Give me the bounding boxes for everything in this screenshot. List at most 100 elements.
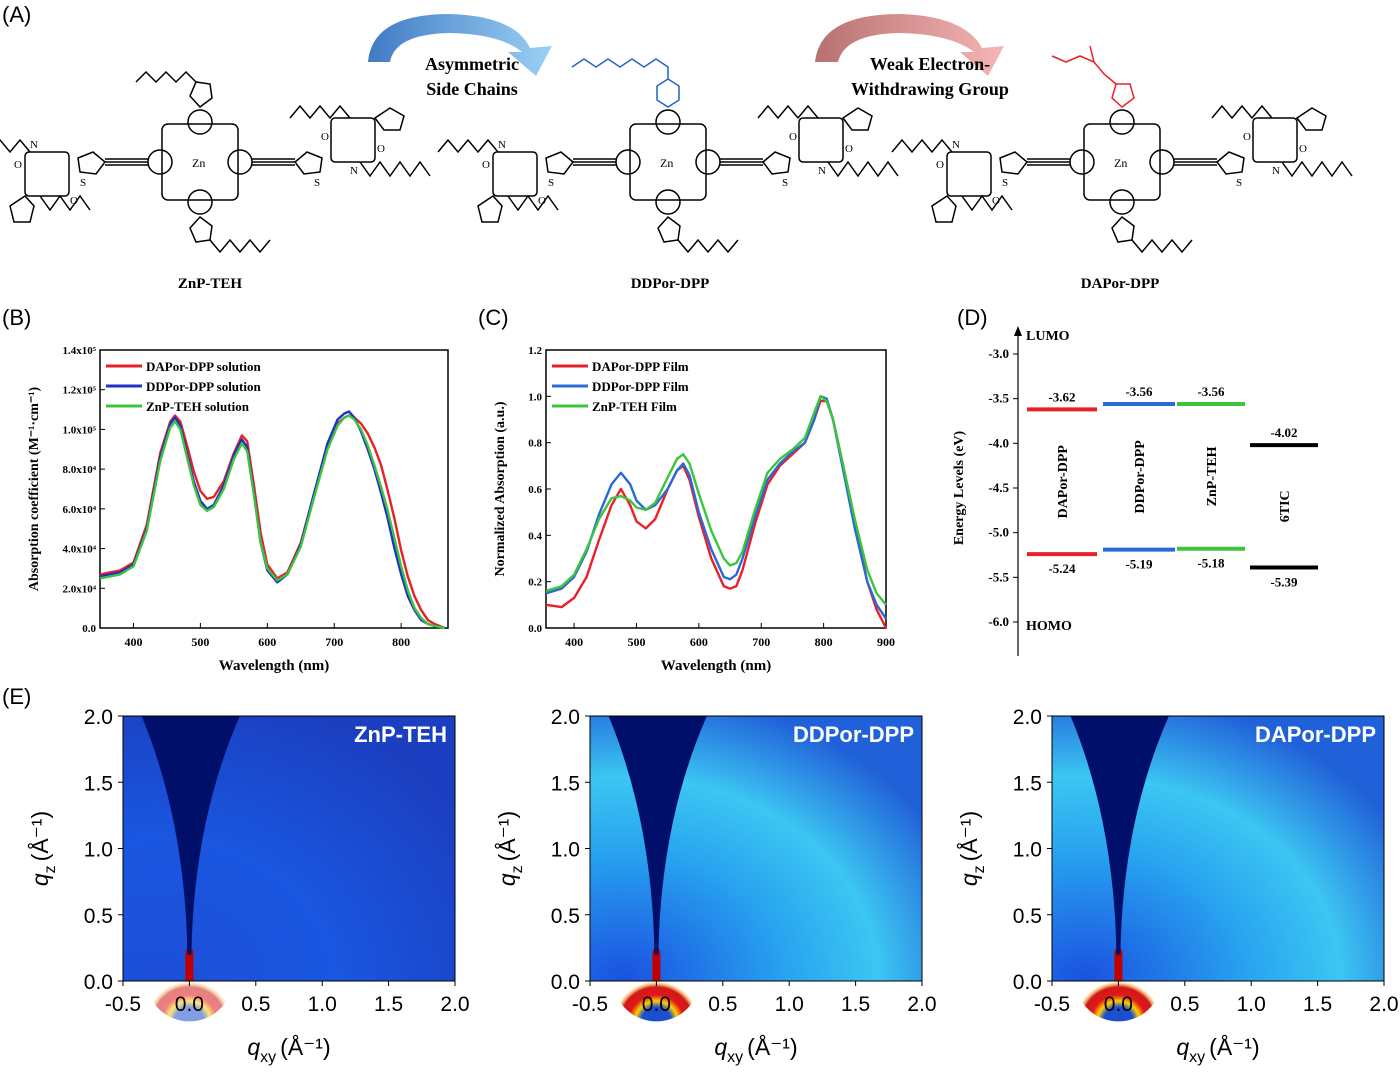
- thiophene-ring: [189, 81, 213, 109]
- n-atom-label: N: [818, 165, 826, 177]
- dpp-core: [1252, 117, 1298, 163]
- x-tick-label: 1.5: [841, 993, 870, 1016]
- thiophene-ring: [1215, 151, 1245, 175]
- lumo-value: -3.62: [1048, 389, 1075, 404]
- panel-label-c: (C): [478, 305, 509, 330]
- y-tick-label: -6.0: [988, 614, 1009, 629]
- panel-label-d: (D): [957, 305, 988, 330]
- x-tick-label: 1.5: [1303, 993, 1332, 1016]
- dpp-core: [24, 151, 70, 197]
- metal-atom-label: Zn: [192, 156, 205, 170]
- x-axis-symbol: q: [247, 1034, 260, 1060]
- o-atom-label: O: [1299, 143, 1307, 155]
- alkyl-chain: [359, 160, 431, 178]
- molecule-name-2: DDPor-DPP: [630, 276, 710, 292]
- y-tick-label: 1.0x10⁵: [62, 424, 96, 436]
- pyrrole-ring: [187, 109, 213, 135]
- n-atom-label: N: [30, 139, 38, 151]
- chart-b: 400 500 600 700 800 0.0 2.0x10⁴ 4.0x10⁴ 6.0x10⁴ 8…: [27, 345, 449, 674]
- y-tick-label: 1.2x10⁵: [62, 385, 96, 397]
- o-atom-label: O: [70, 195, 78, 207]
- x-tick-label: 700: [325, 635, 343, 649]
- dpp-core: [798, 117, 844, 163]
- y-tick-label: 0.0: [551, 971, 580, 994]
- y-tick-label: -4.0: [988, 435, 1009, 450]
- thiophene-ring: [841, 107, 873, 131]
- panel-label-e: (E): [2, 684, 32, 709]
- metal-atom-label: Zn: [660, 156, 673, 170]
- alkyne-bond: [720, 158, 763, 166]
- alkyne-bond: [252, 158, 295, 166]
- n-atom-label: N: [350, 165, 358, 177]
- y-axis-subscript: z: [971, 865, 988, 873]
- y-axis-label: qz (Å⁻¹): [26, 811, 59, 886]
- x-tick-label: 600: [258, 635, 276, 649]
- arrow-2-line2: Withdrawing Group: [851, 79, 1009, 99]
- thiophene-ring: [657, 215, 681, 243]
- alkoxy-chain: [571, 58, 669, 79]
- alkyl-chain: [437, 138, 499, 154]
- pyrrole-ring: [615, 149, 641, 175]
- y-tick-label: 0.2: [528, 577, 542, 589]
- y-tick-label: 6.0x10⁴: [62, 504, 96, 516]
- n-atom-label: N: [952, 139, 960, 151]
- s-atom-label: S: [80, 177, 86, 189]
- x-tick-label: 1.0: [308, 993, 337, 1016]
- phenyl-ring: [656, 78, 680, 108]
- alkyl-chain: [677, 238, 739, 254]
- s-atom-label: S: [1002, 177, 1008, 189]
- x-tick-label: -0.5: [105, 993, 141, 1016]
- homo-label: HOMO: [1026, 619, 1072, 634]
- material-name: DAPor-DPP: [1056, 445, 1071, 519]
- homo-value: -5.39: [1270, 575, 1298, 590]
- axis-arrowhead: [1014, 326, 1022, 336]
- chart-e: ZnP-TEH-0.5 0.0 0.5 1.0 1.5 2.00.00.51.01.52.…: [26, 706, 1399, 1066]
- y-axis-unit: (Å⁻¹): [493, 811, 520, 861]
- arrow-2-line1: Weak Electron-: [869, 54, 991, 74]
- y-axis-label: Normalized Absorption (a.u.): [493, 401, 508, 576]
- y-tick-label: 0.0: [528, 623, 542, 635]
- y-tick-label: 1.4x10⁵: [62, 345, 96, 357]
- thiophene-ring: [477, 195, 503, 223]
- material-name: ZnP-TEH: [1205, 446, 1220, 506]
- series-line: [99, 414, 445, 630]
- y-axis-label: qz (Å⁻¹): [955, 811, 988, 886]
- y-axis-subscript: z: [509, 865, 526, 873]
- pyrazole-ring: [1111, 83, 1135, 108]
- y-tick-label: -5.0: [988, 525, 1009, 540]
- legend-label: DDPor-DPP solution: [146, 379, 261, 394]
- y-tick-label: 2.0: [84, 706, 113, 729]
- homo-value: -5.18: [1197, 556, 1225, 571]
- y-tick-label: 2.0: [551, 706, 580, 729]
- x-tick-label: 2.0: [907, 993, 936, 1016]
- x-tick-label: 0.0: [642, 993, 671, 1016]
- y-tick-label: 0.5: [84, 905, 113, 928]
- thiophene-ring: [293, 151, 323, 175]
- lumo-value: -3.56: [1197, 384, 1225, 399]
- arrow-2-shape: [815, 14, 1004, 76]
- missing-wedge: [141, 716, 240, 955]
- specular-peak: [185, 946, 194, 981]
- porphyrin-core: [1083, 123, 1161, 201]
- arrow-1-line1: Asymmetric: [425, 54, 519, 74]
- lumo-value: -4.02: [1270, 425, 1297, 440]
- alkyl-chain: [209, 238, 271, 254]
- pyrrole-ring: [1069, 149, 1095, 175]
- alkyl-chain: [1281, 160, 1353, 178]
- s-atom-label: S: [314, 177, 320, 189]
- y-tick-label: 1.5: [84, 772, 113, 795]
- homo-value: -5.24: [1048, 561, 1076, 576]
- y-tick-label: 2.0x10⁴: [62, 583, 96, 595]
- y-axis-symbol: q: [956, 873, 982, 886]
- y-tick-label: 0.0: [1013, 971, 1042, 994]
- x-axis-unit: (Å⁻¹): [747, 1033, 797, 1060]
- x-tick-label: 0.0: [175, 993, 204, 1016]
- x-axis-label: qxy (Å⁻¹): [714, 1033, 797, 1066]
- x-tick-label: 400: [565, 635, 583, 649]
- x-tick-label: 700: [752, 635, 770, 649]
- y-tick-label: 1.5: [1013, 772, 1042, 795]
- y-axis-subscript: z: [42, 865, 59, 873]
- arrow-1-line2: Side Chains: [426, 79, 518, 99]
